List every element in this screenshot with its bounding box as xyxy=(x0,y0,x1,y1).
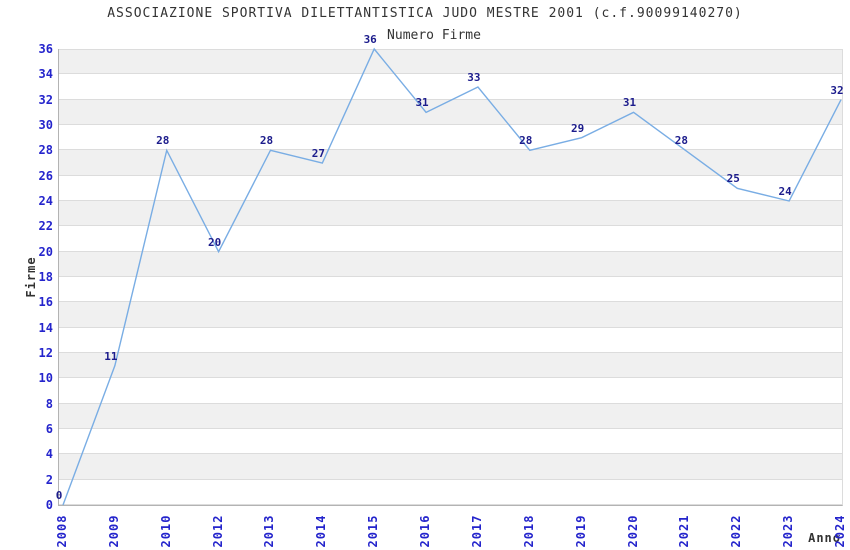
gridline xyxy=(59,149,842,151)
gridline xyxy=(59,250,842,252)
data-label: 24 xyxy=(778,185,792,198)
x-tick-label: 2008 xyxy=(55,514,69,548)
grid-band xyxy=(59,125,842,151)
gridline xyxy=(59,73,842,75)
plot-area: 0 11 28 20 28 27 36 31 33 28 29 31 28 25 24 32 xyxy=(55,33,844,506)
grid-band xyxy=(59,99,842,125)
series-line xyxy=(62,47,842,506)
grid-band xyxy=(59,353,842,379)
y-tick-label: 18 xyxy=(38,270,53,284)
grid-band xyxy=(59,226,842,252)
gridline xyxy=(59,326,842,328)
data-label: 31 xyxy=(415,96,429,110)
y-tick-label: 16 xyxy=(38,295,53,310)
grid-band xyxy=(59,429,842,455)
data-label: 0 xyxy=(55,489,63,502)
y-tick-label: 24 xyxy=(38,194,53,208)
data-label: 27 xyxy=(311,147,325,160)
x-tick-label: 2022 xyxy=(729,514,744,548)
x-tick-label: 2009 xyxy=(106,514,121,548)
y-tick-label: 32 xyxy=(38,92,53,107)
y-tick-label: 22 xyxy=(38,219,53,234)
grid-band xyxy=(59,378,842,404)
data-label: 36 xyxy=(363,33,377,46)
data-label: 25 xyxy=(726,172,740,186)
y-tick-label: 10 xyxy=(38,371,53,386)
data-label: 28 xyxy=(156,134,170,148)
x-tick-label: 2016 xyxy=(418,514,433,548)
x-tick-label: 2019 xyxy=(573,514,588,548)
grid-band xyxy=(59,251,842,277)
grid-band xyxy=(59,479,842,505)
x-tick-label: 2024 xyxy=(833,514,847,548)
y-tick-label: 28 xyxy=(38,143,53,158)
data-label: 20 xyxy=(207,235,222,249)
grid-band xyxy=(59,175,842,201)
data-label: 31 xyxy=(622,96,637,110)
data-label: 29 xyxy=(571,121,585,135)
y-tick-label: 2 xyxy=(45,472,53,487)
data-label: 11 xyxy=(104,349,118,363)
grid-band xyxy=(59,150,842,176)
grid-band xyxy=(59,277,842,303)
gridline xyxy=(59,200,842,201)
y-tick-label: 0 xyxy=(45,498,53,512)
gridline xyxy=(59,124,842,125)
data-label: 28 xyxy=(519,134,533,148)
gridline xyxy=(59,377,842,379)
y-tick-label: 36 xyxy=(38,42,53,56)
grid-band xyxy=(59,74,842,100)
x-tick-label: 2018 xyxy=(521,514,536,548)
x-tick-label: 2010 xyxy=(158,514,173,548)
series-polyline xyxy=(62,47,842,506)
x-tick-label: 2013 xyxy=(262,514,277,548)
x-tick-label: 2014 xyxy=(314,514,329,548)
chart-subtitle: Numero Firme xyxy=(387,28,481,43)
gridline xyxy=(59,174,842,176)
grid-band xyxy=(59,302,842,328)
grid-band xyxy=(59,201,842,227)
y-tick-label: 14 xyxy=(38,320,53,335)
x-tick-label: 2020 xyxy=(625,514,640,548)
grid-band xyxy=(59,454,842,480)
gridline xyxy=(59,453,842,455)
gridline xyxy=(59,504,842,505)
x-tick-label: 2015 xyxy=(366,514,381,548)
data-label: 33 xyxy=(467,71,481,84)
data-label: 28 xyxy=(674,134,689,148)
x-tick-label: 2012 xyxy=(210,514,225,548)
gridline xyxy=(59,352,842,353)
gridline xyxy=(59,49,842,50)
gridline xyxy=(59,98,842,100)
grid-band xyxy=(59,49,842,75)
y-tick-label: 20 xyxy=(38,244,53,259)
y-tick-label: 30 xyxy=(38,118,53,132)
grid-band xyxy=(59,327,842,353)
y-tick-label: 6 xyxy=(45,422,53,436)
y-tick-label: 4 xyxy=(45,447,53,462)
gridline xyxy=(59,402,842,404)
y-tick-label: 26 xyxy=(38,168,53,183)
gridline xyxy=(59,428,842,429)
gridline xyxy=(59,276,842,277)
gridline xyxy=(59,478,842,480)
x-axis-title: Anno xyxy=(808,531,841,545)
gridline xyxy=(59,301,842,303)
grid-band xyxy=(59,403,842,429)
x-tick-label: 2023 xyxy=(781,514,796,548)
data-label: 32 xyxy=(830,83,844,97)
chart-title: ASSOCIAZIONE SPORTIVA DILETTANTISTICA JU… xyxy=(107,6,743,21)
x-tick-label: 2017 xyxy=(469,514,484,548)
y-tick-label: 12 xyxy=(38,346,53,360)
y-tick-label: 34 xyxy=(38,67,53,82)
x-tick-label: 2021 xyxy=(677,514,692,548)
y-tick-label: 8 xyxy=(45,396,53,411)
gridline xyxy=(59,225,842,227)
data-label: 28 xyxy=(259,134,274,148)
